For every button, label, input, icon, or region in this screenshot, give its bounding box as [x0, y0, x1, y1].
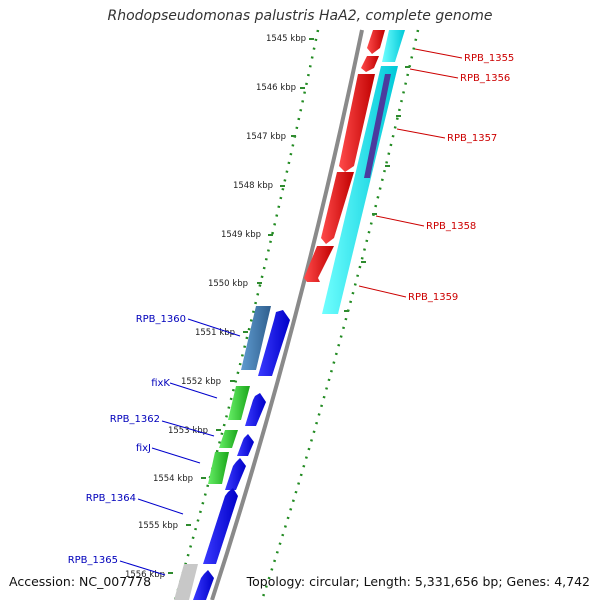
purple-feature	[364, 74, 391, 178]
red-cds-rpb1358	[321, 172, 354, 244]
accession-text: Accession: NC_007778	[9, 574, 152, 589]
gene-label-rpb1359: RPB_1359	[408, 292, 458, 303]
blue-leaders	[119, 318, 241, 576]
red-leaders	[358, 48, 463, 298]
gene-label-fixk: fixK	[151, 378, 170, 389]
tick-label: 1556 kbp	[125, 570, 165, 580]
tick-label: 1554 kbp	[153, 474, 193, 484]
green-feature-fixj	[208, 452, 229, 484]
red-cds-rpb1359	[304, 246, 334, 282]
gene-label-rpb1355: RPB_1355	[464, 53, 514, 64]
gene-label-rpb1358: RPB_1358	[426, 221, 476, 232]
tick-label: 1545 kbp	[266, 34, 306, 44]
scale-ticks	[168, 38, 314, 574]
tick-label: 1547 kbp	[246, 132, 286, 142]
tick-label: 1551 kbp	[195, 328, 235, 338]
blue-cds-rpb1364	[203, 488, 238, 564]
gene-label-rpb1360: RPB_1360	[136, 314, 186, 325]
blue-cds-rpb1360	[258, 310, 290, 376]
green-feature-fixk	[228, 386, 250, 420]
red-cds-rpb1356	[361, 56, 379, 72]
map-title: Rhodopseudomonas palustris HaA2, complet…	[107, 8, 493, 24]
gene-label-rpb1356: RPB_1356	[460, 73, 510, 84]
cyan-feature-top	[382, 30, 405, 62]
blue-cds-fixk	[245, 393, 266, 426]
red-cds-rpb1357	[339, 74, 375, 172]
blue-cds-rpb1365	[193, 570, 214, 600]
gene-label-rpb1364: RPB_1364	[86, 493, 136, 504]
genome-backbone	[210, 29, 364, 600]
steel-feature-rpb1360	[241, 306, 271, 370]
tick-label: 1553 kbp	[168, 426, 208, 436]
gene-label-rpb1362: RPB_1362	[110, 414, 160, 425]
tick-label: 1548 kbp	[233, 181, 273, 191]
tick-label: 1546 kbp	[256, 83, 296, 93]
gene-label-fixj: fixJ	[136, 443, 151, 454]
right-ticks	[344, 66, 410, 312]
tick-label: 1555 kbp	[138, 521, 178, 531]
topology-text: Topology: circular; Length: 5,331,656 bp…	[246, 574, 590, 589]
gray-feature-rpb1365	[174, 564, 198, 600]
tick-label: 1549 kbp	[221, 230, 261, 240]
green-feature-rpb1362	[219, 430, 238, 448]
tick-label: 1552 kbp	[181, 377, 221, 387]
gene-label-rpb1365: RPB_1365	[68, 555, 118, 566]
gene-label-rpb1357: RPB_1357	[447, 133, 497, 144]
tick-label: 1550 kbp	[208, 279, 248, 289]
red-cds-top	[367, 30, 385, 54]
blue-cds-fixj	[225, 458, 246, 490]
blue-cds-rpb1362	[237, 434, 254, 456]
